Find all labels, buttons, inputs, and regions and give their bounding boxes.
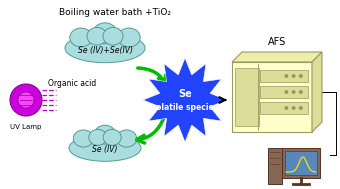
Circle shape bbox=[284, 106, 288, 110]
Bar bbox=[282, 148, 320, 178]
Circle shape bbox=[292, 106, 295, 110]
Bar bbox=[232, 62, 312, 132]
Ellipse shape bbox=[89, 129, 107, 145]
Text: Boiling water bath +TiO₂: Boiling water bath +TiO₂ bbox=[59, 8, 171, 17]
Ellipse shape bbox=[73, 130, 94, 147]
Circle shape bbox=[284, 74, 288, 78]
Text: volatile species: volatile species bbox=[151, 102, 219, 112]
Bar bbox=[260, 86, 308, 98]
Ellipse shape bbox=[87, 27, 107, 45]
Circle shape bbox=[292, 90, 295, 94]
Polygon shape bbox=[312, 52, 322, 132]
Ellipse shape bbox=[118, 28, 140, 47]
Bar bbox=[260, 102, 308, 114]
Bar bbox=[260, 70, 308, 82]
Bar bbox=[285, 151, 317, 175]
Ellipse shape bbox=[103, 129, 121, 145]
Ellipse shape bbox=[65, 33, 145, 63]
Circle shape bbox=[292, 74, 295, 78]
Ellipse shape bbox=[70, 28, 92, 47]
Bar bbox=[268, 148, 282, 184]
Circle shape bbox=[299, 74, 303, 78]
Polygon shape bbox=[143, 58, 227, 142]
Circle shape bbox=[284, 90, 288, 94]
Circle shape bbox=[10, 84, 42, 116]
Ellipse shape bbox=[93, 23, 117, 44]
Text: Se: Se bbox=[178, 89, 192, 99]
Circle shape bbox=[18, 92, 34, 108]
Circle shape bbox=[299, 106, 303, 110]
Text: AFS: AFS bbox=[268, 37, 286, 47]
Ellipse shape bbox=[94, 125, 116, 144]
Text: Se (IV): Se (IV) bbox=[92, 145, 118, 154]
Text: UV Lamp: UV Lamp bbox=[10, 124, 42, 130]
Bar bbox=[235, 68, 259, 126]
Text: Se (IV)+Se(IV): Se (IV)+Se(IV) bbox=[78, 46, 133, 55]
Ellipse shape bbox=[117, 130, 137, 147]
Circle shape bbox=[299, 90, 303, 94]
Ellipse shape bbox=[69, 135, 141, 161]
Text: Organic acid: Organic acid bbox=[48, 80, 96, 88]
Ellipse shape bbox=[103, 27, 123, 45]
Polygon shape bbox=[232, 52, 322, 62]
